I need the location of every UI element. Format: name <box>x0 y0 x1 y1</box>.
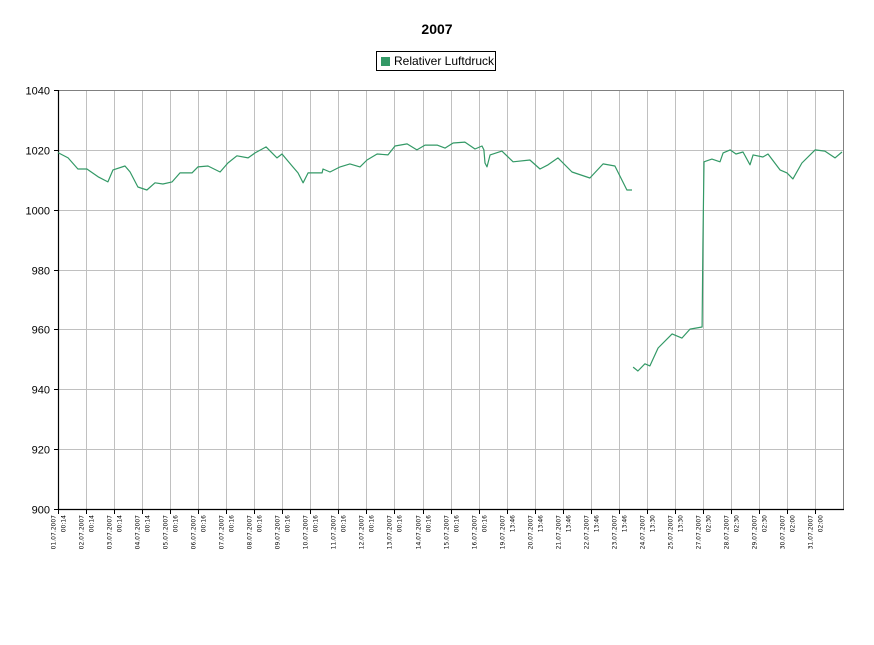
x-tick-label-date: 21.07.2007 <box>556 515 563 550</box>
x-tick-label-date: 20.07.2007 <box>528 515 535 550</box>
x-tick-label-time: 02:30 <box>762 515 769 532</box>
x-tick-label-date: 27.07.2007 <box>696 515 703 550</box>
y-tick-label: 900 <box>32 505 50 517</box>
y-tick-label: 1040 <box>26 86 50 98</box>
x-tick-label-time: 13:30 <box>678 515 685 532</box>
legend-swatch <box>381 56 390 66</box>
x-tick-label-date: 16.07.2007 <box>472 515 479 550</box>
x-tick-label-date: 10.07.2007 <box>303 515 310 550</box>
x-tick-label-date: 06.07.2007 <box>191 515 198 550</box>
x-tick-label-time: 02:00 <box>818 515 825 532</box>
x-tick-label-time: 00:14 <box>61 515 68 532</box>
chart-title: 2007 <box>421 21 453 37</box>
x-tick-label-date: 01.07.2007 <box>51 515 58 550</box>
x-tick-label-date: 31.07.2007 <box>808 515 815 550</box>
x-tick-label-time: 13:46 <box>566 515 573 532</box>
x-tick-label-date: 03.07.2007 <box>107 515 114 550</box>
series-line-segment <box>57 141 632 191</box>
x-tick-label-time: 13:30 <box>650 515 657 532</box>
x-tick-label-time: 13:46 <box>622 515 629 532</box>
x-tick-label-date: 23.07.2007 <box>612 515 619 550</box>
x-tick-label-time: 00:16 <box>313 515 320 532</box>
x-tick-label-date: 11.07.2007 <box>331 515 338 550</box>
series-line-segment <box>632 149 843 372</box>
x-tick-label-date: 30.07.2007 <box>780 515 787 550</box>
x-tick-label-time: 00:16 <box>454 515 461 532</box>
x-tick-label-time: 00:14 <box>117 515 124 532</box>
x-tick-label-time: 02:30 <box>706 515 713 532</box>
x-tick-label-time: 13:46 <box>538 515 545 532</box>
x-tick-label-time: 00:16 <box>482 515 489 532</box>
x-tick-label-date: 09.07.2007 <box>275 515 282 550</box>
x-tick-label-time: 00:16 <box>285 515 292 532</box>
x-tick-label-date: 24.07.2007 <box>640 515 647 550</box>
x-tick-label-date: 05.07.2007 <box>163 515 170 550</box>
x-tick-label-date: 19.07.2007 <box>500 515 507 550</box>
x-tick-label-date: 22.07.2007 <box>584 515 591 550</box>
x-tick-label-time: 13:46 <box>594 515 601 532</box>
x-tick-label-time: 00:16 <box>341 515 348 532</box>
x-tick-label-date: 02.07.2007 <box>79 515 86 550</box>
y-tick-label: 1020 <box>26 146 50 158</box>
x-tick-label-time: 00:16 <box>369 515 376 532</box>
x-tick-label-date: 08.07.2007 <box>247 515 254 550</box>
legend: Relativer Luftdruck <box>376 51 496 71</box>
y-tick-label: 940 <box>32 385 50 397</box>
x-tick-label-date: 12.07.2007 <box>359 515 366 550</box>
x-tick-label-date: 07.07.2007 <box>219 515 226 550</box>
y-tick-label: 960 <box>32 325 50 337</box>
x-tick-label-time: 02:00 <box>790 515 797 532</box>
x-tick-label-date: 15.07.2007 <box>444 515 451 550</box>
x-tick-label-date: 04.07.2007 <box>135 515 142 550</box>
legend-label: Relativer Luftdruck <box>394 54 495 68</box>
x-tick-label-time: 00:16 <box>173 515 180 532</box>
x-tick-label-date: 25.07.2007 <box>668 515 675 550</box>
x-tick-label-time: 00:16 <box>229 515 236 532</box>
x-tick-label-date: 13.07.2007 <box>387 515 394 550</box>
y-tick-label: 1000 <box>26 206 50 218</box>
x-tick-label-time: 00:16 <box>201 515 208 532</box>
x-tick-label-date: 14.07.2007 <box>416 515 423 550</box>
x-tick-label-time: 00:14 <box>145 515 152 532</box>
y-tick-label: 980 <box>32 266 50 278</box>
x-tick-label-date: 28.07.2007 <box>724 515 731 550</box>
x-tick-label-time: 00:16 <box>426 515 433 532</box>
x-tick-label-date: 29.07.2007 <box>752 515 759 550</box>
plot-background <box>58 90 843 509</box>
x-tick-label-time: 00:14 <box>89 515 96 532</box>
x-tick-label-time: 02:30 <box>734 515 741 532</box>
x-tick-label-time: 00:16 <box>257 515 264 532</box>
y-tick-label: 920 <box>32 445 50 457</box>
x-tick-label-time: 13:46 <box>510 515 517 532</box>
x-tick-label-time: 00:16 <box>397 515 404 532</box>
